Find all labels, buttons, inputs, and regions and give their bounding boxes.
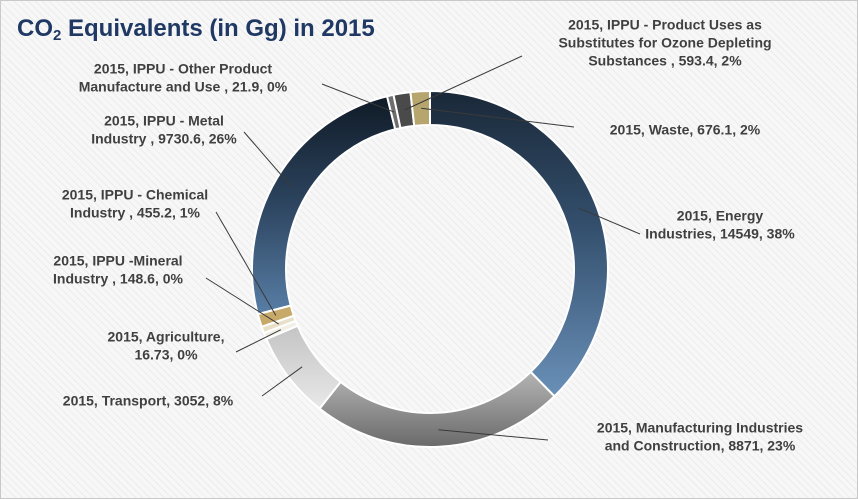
slice-label-0-line-1: Industries, 14549, 38% — [645, 226, 795, 242]
slice-label-8-line-0: 2015, IPPU - Product Uses as — [568, 17, 762, 33]
slice-label-1-line-0: 2015, Manufacturing Industries — [597, 420, 803, 436]
leader-line-2 — [261, 366, 303, 397]
slice-label-6-line-1: Industry , 9730.6, 26% — [91, 131, 237, 147]
slice-label-1: 2015, Manufacturing Industries and Constr… — [597, 420, 803, 454]
slice-label-6: 2015, IPPU - Metal Industry , 9730.6, 26% — [91, 113, 237, 147]
chart-title-prefix: CO — [17, 15, 53, 42]
slice-label-4-line-0: 2015, IPPU -Mineral — [53, 253, 182, 269]
slice-label-2: 2015, Transport, 3052, 8% — [63, 393, 234, 409]
slice-label-8-line-2: Substances , 593.4, 2% — [588, 53, 742, 69]
slice-label-1-line-1: and Construction, 8871, 23% — [605, 438, 796, 454]
slice-label-8-line-1: Substitutes for Ozone Depleting — [558, 35, 771, 51]
chart-title-suffix: Equivalents (in Gg) in 2015 — [61, 15, 375, 42]
slice-labels: 2015, Energy Industries, 14549, 38%2015, … — [53, 17, 803, 454]
slice-label-5-line-0: 2015, IPPU - Chemical — [62, 187, 208, 203]
slice-label-9-line-0: 2015, Waste, 676.1, 2% — [610, 122, 761, 138]
slice-label-7-line-0: 2015, IPPU - Other Product — [94, 61, 272, 77]
slice-label-0: 2015, Energy Industries, 14549, 38% — [645, 208, 795, 242]
donut-slices — [251, 89, 609, 448]
slice-label-6-line-0: 2015, IPPU - Metal — [104, 113, 224, 129]
slice-label-5-line-1: Industry , 455.2, 1% — [70, 205, 200, 221]
donut-slice-2 — [265, 324, 343, 410]
slice-label-3-line-0: 2015, Agriculture, — [108, 329, 225, 345]
leader-line-9 — [421, 107, 575, 128]
slice-label-4-line-1: Industry , 148.6, 0% — [53, 271, 183, 287]
chart-title-subscript: 2 — [53, 27, 62, 44]
leader-line-7 — [321, 83, 395, 113]
leader-lines — [205, 55, 641, 441]
donut-slice-1 — [318, 370, 556, 448]
slice-label-0-line-0: 2015, Energy — [677, 208, 764, 224]
slice-label-5: 2015, IPPU - Chemical Industry , 455.2, 1… — [62, 187, 208, 221]
slice-label-8: 2015, IPPU - Product Uses as Substitutes … — [558, 17, 771, 69]
leader-line-0 — [578, 207, 641, 235]
leader-line-1 — [438, 429, 549, 441]
leader-line-5 — [215, 211, 277, 316]
slice-label-7-line-1: Manufacture and Use , 21.9, 0% — [79, 79, 288, 95]
leader-line-3 — [235, 329, 282, 353]
slice-label-7: 2015, IPPU - Other Product Manufacture an… — [79, 61, 288, 95]
chart-title: CO2 Equivalents (in Gg) in 2015 — [17, 15, 375, 44]
slice-label-9: 2015, Waste, 676.1, 2% — [610, 122, 761, 138]
slice-label-4: 2015, IPPU -Mineral Industry , 148.6, 0% — [53, 253, 183, 287]
leader-line-6 — [243, 131, 292, 188]
leader-line-8 — [404, 55, 523, 111]
slice-label-2-line-0: 2015, Transport, 3052, 8% — [63, 393, 234, 409]
slice-label-3: 2015, Agriculture, 16.73, 0% — [108, 329, 225, 363]
donut-slice-0 — [429, 89, 609, 398]
donut-slice-9 — [409, 89, 431, 127]
donut-slice-6 — [251, 95, 397, 316]
slice-label-3-line-1: 16.73, 0% — [134, 347, 198, 363]
leader-line-4 — [205, 277, 279, 325]
